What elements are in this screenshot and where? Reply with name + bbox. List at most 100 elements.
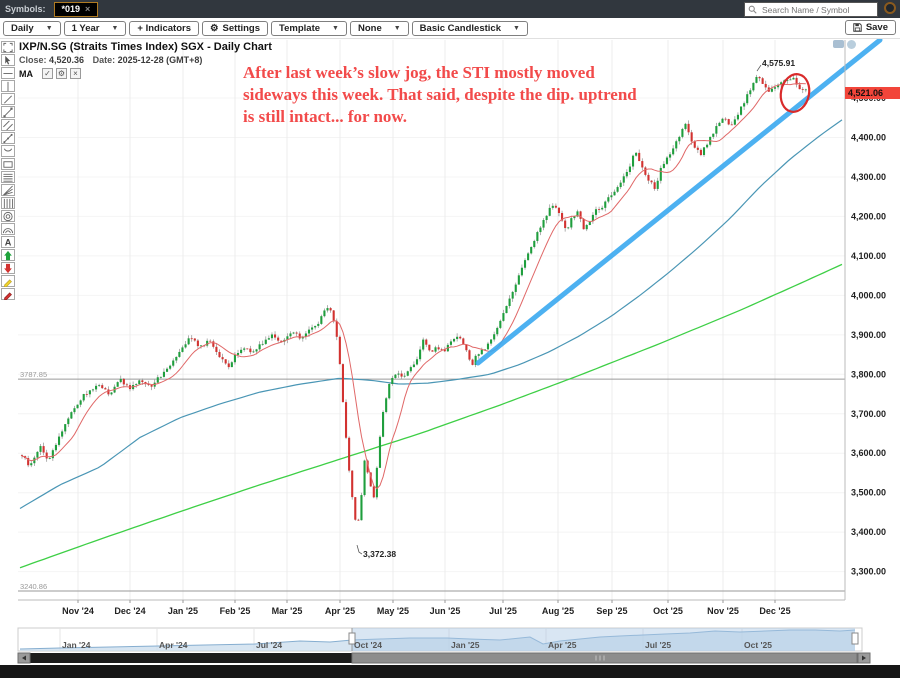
chevron-down-icon: ▼	[513, 24, 520, 32]
drawing-toolbar: A	[1, 40, 15, 300]
chart-type-select[interactable]: Basic Candlestick ▼	[411, 20, 528, 36]
line-segment-icon[interactable]	[1, 106, 15, 118]
indicators-button[interactable]: + Indicators	[129, 20, 200, 36]
svg-text:A: A	[5, 237, 12, 247]
peak-callout: 4,575.91	[756, 58, 795, 72]
gear-icon: ⚙	[210, 22, 219, 34]
low-label: 3,372.38	[363, 549, 396, 559]
nav-month-label: Jan '25	[451, 640, 480, 650]
symbols-label: Symbols:	[5, 4, 46, 14]
price-tick-label: 3,300.00	[851, 567, 886, 577]
indicator-visible-toggle[interactable]: ✓	[42, 68, 53, 79]
month-label: Apr '25	[325, 606, 355, 616]
mini-chart-icon[interactable]	[833, 40, 844, 48]
vertical-line-icon[interactable]	[1, 80, 15, 92]
candle-wicks	[21, 74, 807, 521]
timeframe-select[interactable]: Daily ▼	[3, 20, 61, 36]
nav-month-label: Jul '25	[645, 640, 671, 650]
month-label: May '25	[377, 606, 409, 616]
search-input[interactable]	[760, 3, 874, 16]
price-tick-label: 3,700.00	[851, 409, 886, 419]
symbol-tab-close-icon[interactable]: ×	[85, 3, 91, 14]
search-icon	[748, 5, 757, 14]
range-select[interactable]: 1 Year ▼	[63, 20, 127, 36]
month-label: Mar '25	[272, 606, 303, 616]
month-label: Sep '25	[596, 606, 627, 616]
arrow-down-icon[interactable]	[1, 262, 15, 274]
search-box[interactable]	[744, 2, 878, 17]
month-label: Dec '25	[759, 606, 790, 616]
month-label: Dec '24	[114, 606, 145, 616]
chart-subtitle: Close: 4,520.36 Date: 2025-12-28 (GMT+8)	[19, 55, 203, 65]
symbol-tab[interactable]: *019 ×	[53, 1, 99, 17]
chevron-down-icon: ▼	[393, 24, 401, 32]
arrow-up-icon[interactable]	[1, 249, 15, 261]
price-axis: 4,500.004,400.004,300.004,200.004,100.00…	[851, 93, 886, 577]
chart-toolbar: Daily ▼ 1 Year ▼ + Indicators ⚙ Settings…	[0, 18, 900, 39]
overlay-select[interactable]: None ▼	[349, 20, 409, 36]
fib-retracement-icon[interactable]	[1, 171, 15, 183]
top-bar: Symbols: *019 ×	[0, 0, 900, 18]
ma-long-line	[19, 263, 843, 569]
account-icon[interactable]	[884, 2, 896, 14]
nav-right-handle[interactable]	[851, 632, 859, 645]
analyst-annotation: After last week’s slow jog, the STI most…	[243, 62, 653, 128]
fib-fan-icon[interactable]	[1, 184, 15, 196]
chart-title: IXP/N.SG (Straits Times Index) SGX - Dai…	[19, 41, 272, 53]
month-label: Aug '25	[542, 606, 574, 616]
indicator-settings-icon[interactable]: ⚙	[56, 68, 67, 79]
fib-arc-icon[interactable]	[1, 223, 15, 235]
drawn-trendline[interactable]	[475, 37, 883, 366]
rectangle-icon[interactable]	[1, 158, 15, 170]
month-label: Jan '25	[168, 606, 198, 616]
reference-line-label: 3240.86	[20, 582, 47, 591]
settings-button[interactable]: ⚙ Settings	[202, 20, 269, 36]
template-select[interactable]: Template ▼	[271, 20, 347, 36]
price-tick-label: 4,000.00	[851, 290, 886, 300]
highlighter-icon[interactable]	[1, 275, 15, 287]
x-axis: Nov '24 Dec '24 Jan '25 Feb '25 Mar '25 Apr '…	[62, 600, 791, 616]
fib-circle-icon[interactable]	[1, 210, 15, 222]
arc-icon[interactable]	[1, 145, 15, 157]
highlight-ellipse[interactable]	[777, 72, 812, 115]
horizontal-line-icon[interactable]	[1, 67, 15, 79]
indicator-label: MA	[19, 68, 33, 79]
chevron-down-icon: ▼	[111, 24, 119, 32]
ma-short-line	[21, 82, 806, 490]
cursor-icon[interactable]	[1, 54, 15, 66]
scrollbar-track[interactable]	[30, 653, 352, 663]
bottom-bar	[0, 665, 900, 678]
navigator-line	[19, 629, 856, 650]
save-button[interactable]: Save	[844, 20, 896, 35]
nav-selection[interactable]	[352, 628, 855, 651]
ray-line-icon[interactable]	[1, 132, 15, 144]
price-tick-label: 4,400.00	[851, 132, 886, 142]
price-tick-label: 4,200.00	[851, 211, 886, 221]
brush-icon[interactable]	[1, 288, 15, 300]
fib-timezone-icon[interactable]	[1, 197, 15, 209]
parallel-channel-icon[interactable]	[1, 119, 15, 131]
close-value: 4,520.36	[49, 55, 85, 65]
nav-left-handle[interactable]	[348, 632, 356, 645]
text-icon[interactable]: A	[1, 236, 15, 248]
date-value: 2025-12-28 (GMT+8)	[117, 55, 203, 65]
month-label: Jun '25	[430, 606, 461, 616]
indicator-remove-icon[interactable]: ×	[70, 68, 81, 79]
month-label: Jul '25	[489, 606, 517, 616]
month-label: Nov '24	[62, 606, 94, 616]
price-tick-label: 3,400.00	[851, 527, 886, 537]
month-label: Nov '25	[707, 606, 739, 616]
trend-line-icon[interactable]	[1, 93, 15, 105]
nav-month-label: Oct '24	[354, 640, 382, 650]
navigator: Jan '24 Apr '24 Jul '24 Oct '24 Jan '25 Apr '…	[17, 627, 863, 652]
price-tick-label: 3,900.00	[851, 330, 886, 340]
candles-layer	[20, 76, 807, 521]
scroll-right-arrow-icon	[862, 655, 866, 661]
fullscreen-icon[interactable]	[1, 41, 15, 53]
reset-zoom-icon[interactable]	[847, 40, 856, 49]
nav-month-label: Oct '25	[744, 640, 772, 650]
chevron-down-icon: ▼	[45, 24, 53, 32]
low-callout: 3,372.38	[356, 544, 396, 559]
